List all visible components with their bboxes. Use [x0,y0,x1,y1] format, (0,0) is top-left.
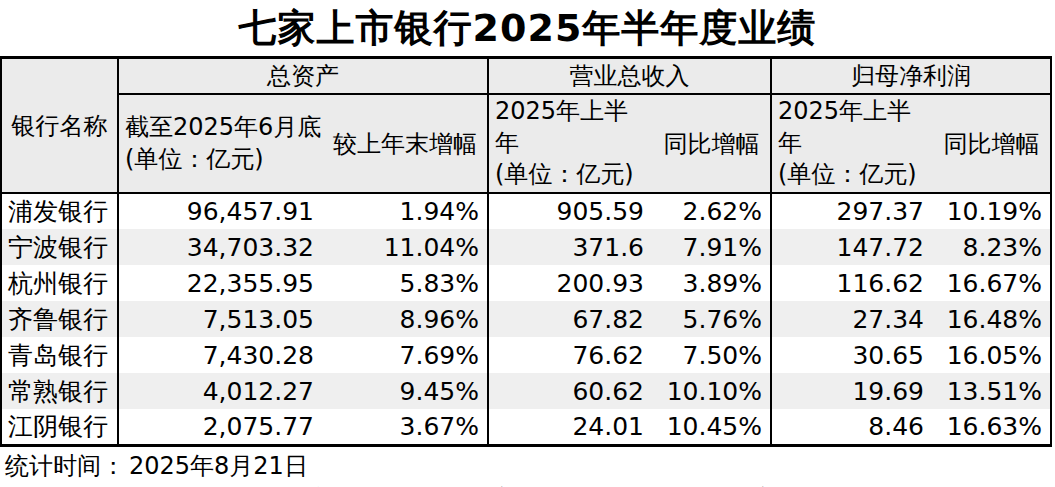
bank-performance-table: 银行名称 总资产 营业总收入 归母净利润 截至2025年6月底 (单位：亿元) … [0,56,1052,447]
total-assets-group-header: 总资产 [118,58,488,95]
profit-growth-cell: 8.23% [933,229,1051,265]
revenue-growth-cell: 2.62% [653,193,771,229]
profit-value-cell: 147.72 [771,229,933,265]
profit-growth-cell: 13.51% [933,373,1051,409]
profit-value-subheader: 2025年上半年 (单位：亿元) [771,94,933,193]
assets-value-cell: 4,012.27 [118,373,323,409]
sub-header-row: 截至2025年6月底 (单位：亿元) 较上年末增幅 2025年上半年 (单位：亿… [1,94,1051,193]
table-row: 青岛银行 7,430.28 7.69% 76.62 7.50% 30.65 16… [1,337,1051,373]
assets-value-subheader-line1: 截至2025年6月底 [125,112,322,144]
stat-time-line: 统计时间： 2025年8月21日 [5,450,1055,483]
profit-value-cell: 19.69 [771,373,933,409]
profit-growth-subheader: 同比增幅 [933,94,1051,193]
data-source-label: 数据来源： [5,483,125,487]
profit-growth-cell: 16.63% [933,409,1051,445]
data-source-value: 同花顺iFinD、各家银行2025半年度业绩快报/2025年半年度报告 [129,483,822,487]
revenue-growth-cell: 5.76% [653,301,771,337]
revenue-growth-cell: 7.91% [653,229,771,265]
bank-name-cell: 江阴银行 [1,409,118,445]
revenue-growth-cell: 10.45% [653,409,771,445]
profit-value-cell: 30.65 [771,337,933,373]
bank-name-cell: 常熟银行 [1,373,118,409]
stat-time-value: 2025年8月21日 [129,450,308,482]
revenue-value-cell: 905.59 [488,193,653,229]
assets-growth-cell: 1.94% [323,193,488,229]
table-header: 银行名称 总资产 营业总收入 归母净利润 截至2025年6月底 (单位：亿元) … [1,58,1051,194]
revenue-value-cell: 76.62 [488,337,653,373]
table-row: 齐鲁银行 7,513.05 8.96% 67.82 5.76% 27.34 16… [1,301,1051,337]
table-body: 浦发银行 96,457.91 1.94% 905.59 2.62% 297.37… [1,193,1051,445]
revenue-value-cell: 60.62 [488,373,653,409]
assets-growth-cell: 8.96% [323,301,488,337]
assets-value-cell: 22,355.95 [118,265,323,301]
table-row: 杭州银行 22,355.95 5.83% 200.93 3.89% 116.62… [1,265,1051,301]
assets-growth-cell: 9.45% [323,373,488,409]
assets-value-cell: 7,513.05 [118,301,323,337]
table-footer: 统计时间： 2025年8月21日 数据来源： 同花顺iFinD、各家银行2025… [0,450,1055,487]
assets-value-subheader: 截至2025年6月底 (单位：亿元) [118,94,323,193]
assets-value-subheader-line2: (单位：亿元) [125,144,322,176]
assets-growth-subheader: 较上年末增幅 [323,94,488,193]
bank-name-cell: 青岛银行 [1,337,118,373]
revenue-value-subheader-line1: 2025年上半年 [495,96,652,159]
assets-growth-cell: 5.83% [323,265,488,301]
profit-growth-cell: 16.48% [933,301,1051,337]
revenue-value-subheader-line2: (单位：亿元) [495,159,652,191]
bank-name-cell: 齐鲁银行 [1,301,118,337]
revenue-value-cell: 24.01 [488,409,653,445]
table-row: 宁波银行 34,703.32 11.04% 371.6 7.91% 147.72… [1,229,1051,265]
revenue-value-subheader: 2025年上半年 (单位：亿元) [488,94,653,193]
profit-value-subheader-line2: (单位：亿元) [778,159,932,191]
revenue-growth-cell: 7.50% [653,337,771,373]
bank-name-header: 银行名称 [1,58,118,194]
assets-growth-cell: 7.69% [323,337,488,373]
profit-growth-cell: 10.19% [933,193,1051,229]
profit-growth-cell: 16.67% [933,265,1051,301]
revenue-growth-subheader: 同比增幅 [653,94,771,193]
profit-value-cell: 297.37 [771,193,933,229]
revenue-growth-cell: 10.10% [653,373,771,409]
assets-value-cell: 96,457.91 [118,193,323,229]
profit-growth-cell: 16.05% [933,337,1051,373]
revenue-value-cell: 200.93 [488,265,653,301]
bank-name-cell: 浦发银行 [1,193,118,229]
revenue-value-cell: 67.82 [488,301,653,337]
assets-value-cell: 34,703.32 [118,229,323,265]
data-source-line: 数据来源： 同花顺iFinD、各家银行2025半年度业绩快报/2025年半年度报… [5,483,1055,487]
page-title: 七家上市银行2025年半年度业绩 [0,0,1055,56]
revenue-group-header: 营业总收入 [488,58,771,95]
profit-value-cell: 8.46 [771,409,933,445]
bank-name-cell: 宁波银行 [1,229,118,265]
assets-growth-cell: 11.04% [323,229,488,265]
profit-value-subheader-line1: 2025年上半年 [778,96,932,159]
assets-value-cell: 2,075.77 [118,409,323,445]
net-profit-group-header: 归母净利润 [771,58,1051,95]
profit-value-cell: 116.62 [771,265,933,301]
revenue-value-cell: 371.6 [488,229,653,265]
revenue-growth-cell: 3.89% [653,265,771,301]
table-row: 浦发银行 96,457.91 1.94% 905.59 2.62% 297.37… [1,193,1051,229]
table-row: 江阴银行 2,075.77 3.67% 24.01 10.45% 8.46 16… [1,409,1051,445]
profit-value-cell: 27.34 [771,301,933,337]
table-row: 常熟银行 4,012.27 9.45% 60.62 10.10% 19.69 1… [1,373,1051,409]
stat-time-label: 统计时间： [5,450,125,482]
bank-name-cell: 杭州银行 [1,265,118,301]
assets-value-cell: 7,430.28 [118,337,323,373]
assets-growth-cell: 3.67% [323,409,488,445]
group-header-row: 银行名称 总资产 营业总收入 归母净利润 [1,58,1051,95]
